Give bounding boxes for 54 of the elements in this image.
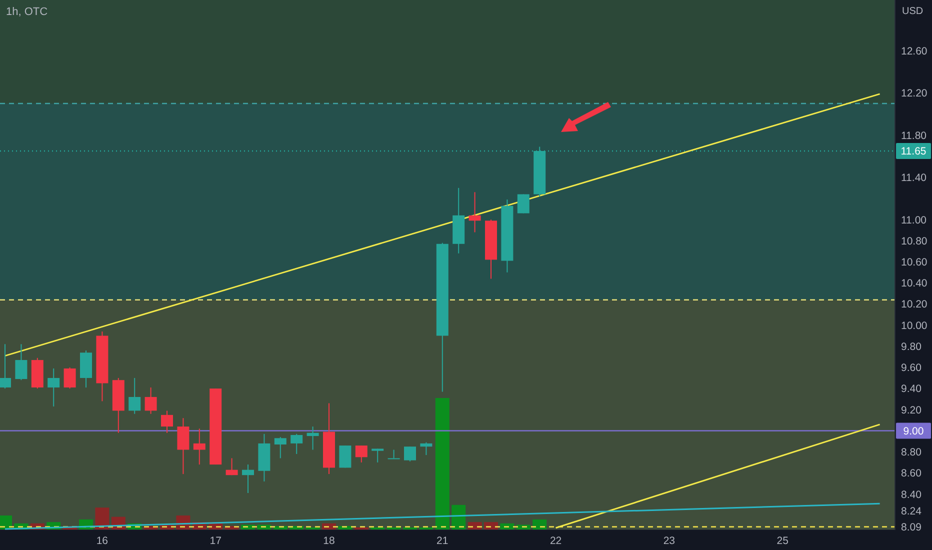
y-tick-label: 11.40 (901, 172, 927, 184)
candlestick (0, 344, 11, 390)
candlestick (242, 464, 254, 494)
candlestick (420, 442, 432, 456)
candlestick (388, 449, 400, 460)
y-tick-label: 9.60 (901, 362, 922, 374)
y-tick-label: 8.24 (901, 506, 922, 518)
y-tick-label: 12.60 (901, 45, 928, 58)
candlestick (144, 386, 157, 414)
candlestick (226, 458, 238, 476)
x-tick-label: 18 (323, 535, 335, 547)
x-tick-label: 17 (210, 535, 222, 547)
y-tick-label: 9.20 (901, 404, 922, 416)
candlestick (290, 433, 303, 454)
y-tick-label: 8.60 (901, 468, 922, 480)
candlestick (274, 436, 286, 459)
candlestick (468, 192, 481, 233)
candlestick (404, 446, 416, 462)
y-tick-label: 11.80 (901, 130, 927, 142)
bar (95, 508, 110, 530)
y-tick-label: 8.80 (901, 446, 922, 459)
y-tick-label: 9.80 (901, 340, 922, 353)
ref-line-label: 11.65 (900, 146, 926, 158)
y-tick-label: 8.40 (901, 488, 922, 501)
candlestick (177, 418, 190, 475)
candlestick (339, 445, 352, 468)
y-axis-title: USD (902, 6, 924, 17)
y-tick-label: 10.20 (901, 298, 928, 311)
candlestick (48, 368, 60, 407)
x-tick-label: 21 (436, 535, 448, 547)
candlestick (64, 366, 76, 390)
x-tick-label: 23 (663, 535, 676, 547)
ref-line-label: 9.00 (903, 425, 924, 438)
y-tick-label: 10.40 (901, 278, 928, 290)
candlestick (161, 410, 173, 434)
candlestick (355, 445, 368, 463)
bar (435, 398, 450, 530)
x-tick-label: 25 (776, 535, 789, 547)
y-tick-label: 11.00 (901, 214, 927, 226)
y-tick-label: 9.40 (901, 383, 922, 396)
candlestick (306, 426, 319, 450)
candlestick (517, 194, 530, 214)
y-tick-label: 10.00 (901, 320, 928, 332)
x-tick-label: 16 (96, 535, 108, 547)
y-tick-label: 12.20 (901, 88, 928, 100)
candlestick (193, 428, 206, 466)
candlestick (15, 344, 28, 381)
candlestick (128, 377, 141, 414)
y-tick-label: 10.60 (901, 256, 928, 269)
candlestick (372, 448, 384, 463)
text: 1h, OTC (6, 6, 48, 18)
x-tick-label: 22 (550, 535, 562, 547)
y-tick-label: 8.09 (901, 522, 922, 534)
y-tick-label: 10.80 (901, 235, 928, 248)
